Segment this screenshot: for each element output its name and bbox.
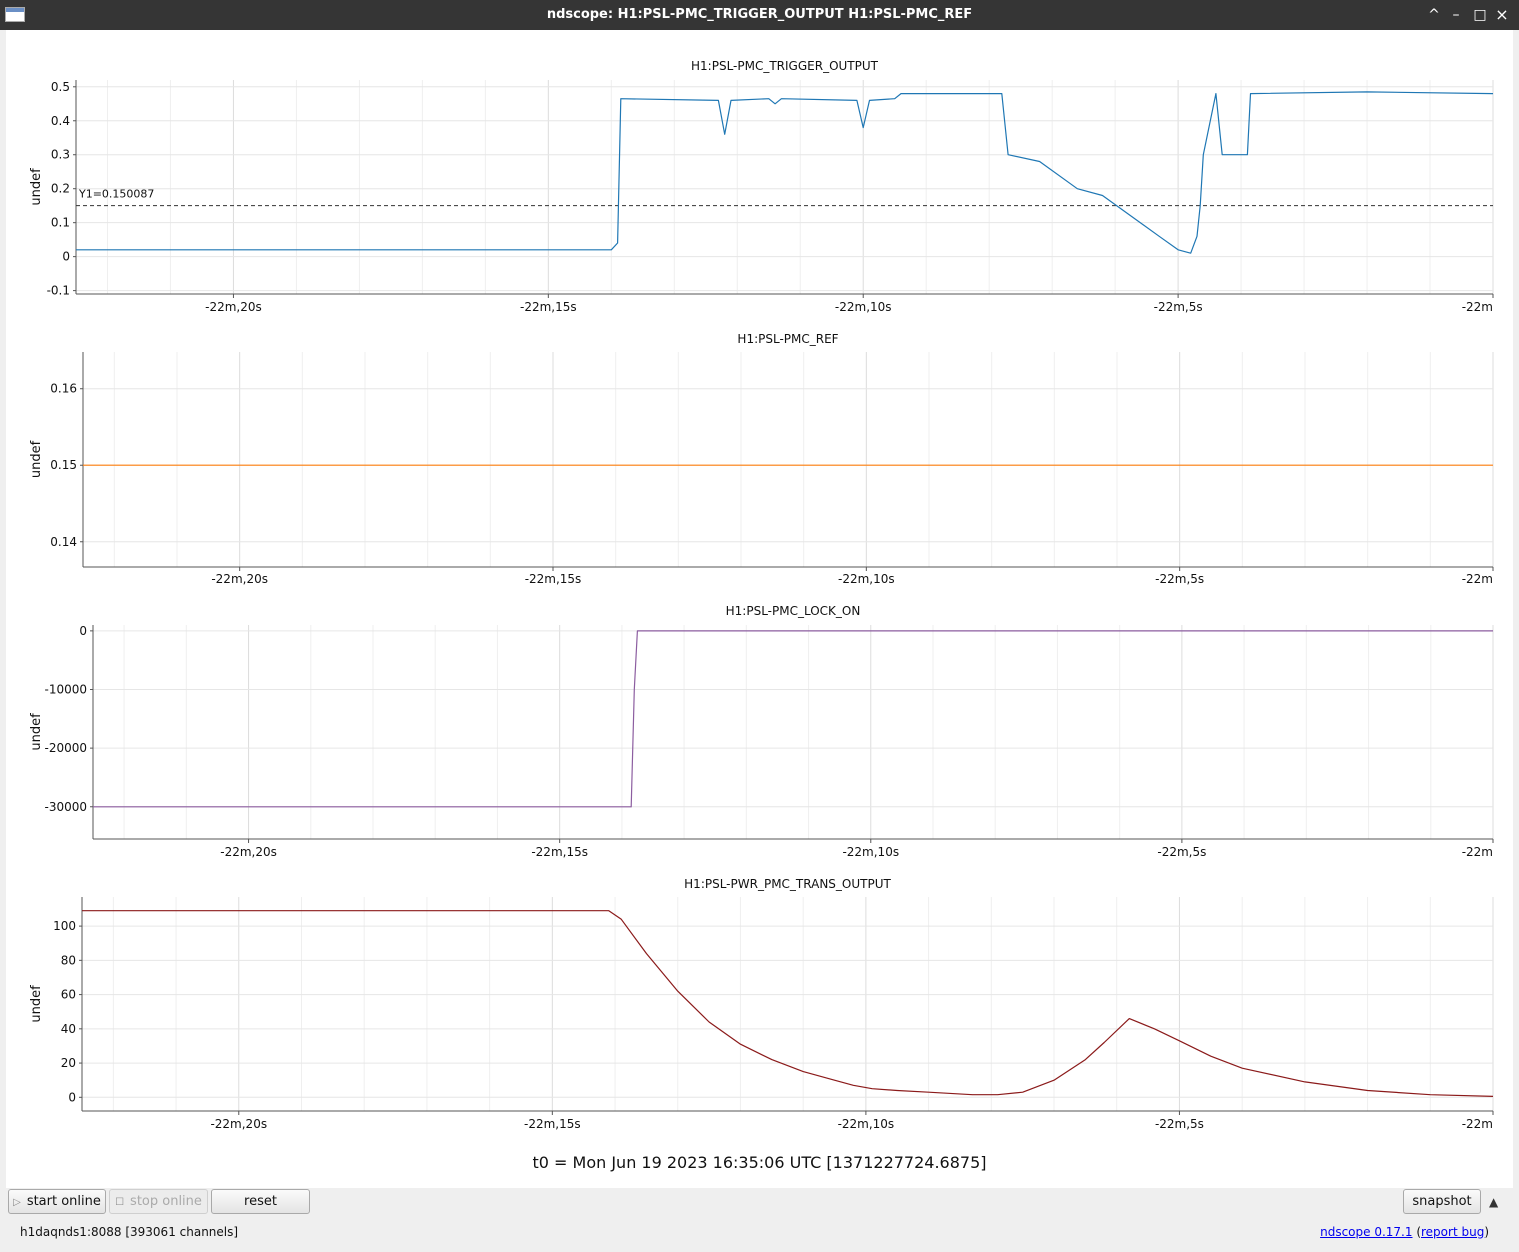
y-tick-label: 0.4 bbox=[51, 114, 70, 128]
x-tick-label: -22m,10s bbox=[838, 1117, 895, 1131]
y-tick-label: -30000 bbox=[44, 800, 87, 814]
x-tick-label: -22m,15s bbox=[531, 845, 588, 859]
plot-title: H1:PSL-PMC_REF bbox=[737, 332, 838, 346]
series-line bbox=[82, 910, 1494, 1097]
x-tick-label: -22m,10s bbox=[842, 845, 899, 859]
x-tick-label: -22m,15s bbox=[524, 1117, 581, 1131]
y-axis-label: undef bbox=[29, 713, 44, 751]
y-axis-label: undef bbox=[29, 168, 44, 206]
close-icon[interactable]: × bbox=[1495, 5, 1509, 24]
y-tick-label: -20000 bbox=[44, 741, 87, 755]
start-online-label: start online bbox=[26, 1194, 101, 1209]
server-status: h1daqnds1:8088 [393061 channels] bbox=[20, 1225, 239, 1239]
x-tick-label: -22m,5s bbox=[1154, 300, 1203, 314]
x-tick-label: -22m bbox=[1462, 572, 1493, 586]
y-tick-label: 0.14 bbox=[50, 535, 77, 549]
version-link[interactable]: ndscope 0.17.1 bbox=[1320, 1225, 1413, 1239]
y-axis-label: undef bbox=[29, 440, 44, 478]
series-line bbox=[76, 91, 1494, 254]
y-tick-label: 60 bbox=[61, 988, 76, 1002]
stop-online-button[interactable]: ☐ stop online bbox=[109, 1189, 208, 1214]
app-icon bbox=[5, 7, 25, 22]
x-tick-label: -22m,20s bbox=[205, 300, 262, 314]
expand-arrow-icon[interactable]: ▲ bbox=[1489, 1195, 1499, 1209]
y-tick-label: 0.16 bbox=[50, 382, 77, 396]
y-tick-label: 100 bbox=[53, 919, 76, 933]
stop-online-label: stop online bbox=[130, 1194, 202, 1209]
y-tick-label: 0.3 bbox=[51, 148, 70, 162]
status-bar: h1daqnds1:8088 [393061 channels] ndscope… bbox=[0, 1219, 1519, 1252]
play-icon: ▷ bbox=[13, 1197, 21, 1208]
plot-title: H1:PSL-PMC_TRIGGER_OUTPUT bbox=[691, 59, 879, 73]
maximize-icon[interactable]: □ bbox=[1473, 7, 1487, 23]
title-bar: ndscope: H1:PSL-PMC_TRIGGER_OUTPUT H1:PS… bbox=[0, 0, 1519, 30]
x-tick-label: -22m,5s bbox=[1155, 572, 1204, 586]
x-tick-label: -22m,20s bbox=[210, 1117, 267, 1131]
y-tick-label: 0 bbox=[79, 624, 87, 638]
y-tick-label: 40 bbox=[61, 1022, 76, 1036]
shade-icon[interactable]: ^ bbox=[1428, 7, 1440, 23]
y-tick-label: 0.5 bbox=[51, 80, 70, 94]
y-tick-label: 0 bbox=[68, 1090, 76, 1104]
reset-button[interactable]: reset bbox=[211, 1189, 310, 1214]
y-tick-label: 20 bbox=[61, 1056, 76, 1070]
paren-close: ) bbox=[1484, 1225, 1489, 1239]
y-tick-label: -10000 bbox=[44, 682, 87, 696]
y-tick-label: 0.1 bbox=[51, 216, 70, 230]
stop-icon: ☐ bbox=[115, 1197, 125, 1208]
y-cursor-label: Y1=0.150087 bbox=[78, 188, 154, 201]
y-tick-label: 0 bbox=[62, 250, 70, 264]
t0-label: t0 = Mon Jun 19 2023 16:35:06 UTC [13712… bbox=[532, 1153, 987, 1172]
x-tick-label: -22m,5s bbox=[1155, 1117, 1204, 1131]
series-line bbox=[93, 630, 1493, 808]
snapshot-button[interactable]: snapshot bbox=[1403, 1189, 1481, 1214]
x-tick-label: -22m,15s bbox=[520, 300, 577, 314]
x-tick-label: -22m bbox=[1462, 300, 1493, 314]
y-tick-label: 0.2 bbox=[51, 182, 70, 196]
x-tick-label: -22m,20s bbox=[211, 572, 268, 586]
version-info: ndscope 0.17.1 (report bug) bbox=[1320, 1225, 1489, 1239]
x-tick-label: -22m,10s bbox=[838, 572, 895, 586]
x-tick-label: -22m,20s bbox=[220, 845, 277, 859]
minimize-icon[interactable]: – bbox=[1452, 7, 1460, 23]
y-tick-label: 0.15 bbox=[50, 458, 77, 472]
y-tick-label: 80 bbox=[61, 953, 76, 967]
plot-title: H1:PSL-PWR_PMC_TRANS_OUTPUT bbox=[684, 877, 891, 891]
x-tick-label: -22m,15s bbox=[525, 572, 582, 586]
window-title: ndscope: H1:PSL-PMC_TRIGGER_OUTPUT H1:PS… bbox=[546, 7, 973, 22]
y-tick-label: -0.1 bbox=[47, 284, 70, 298]
plot-title: H1:PSL-PMC_LOCK_ON bbox=[726, 604, 861, 618]
start-online-button[interactable]: ▷ start online bbox=[8, 1189, 106, 1214]
report-bug-link[interactable]: report bug bbox=[1421, 1225, 1485, 1239]
x-tick-label: -22m bbox=[1462, 845, 1493, 859]
paren-open: ( bbox=[1412, 1225, 1421, 1239]
y-axis-label: undef bbox=[29, 985, 44, 1023]
x-tick-label: -22m bbox=[1462, 1117, 1493, 1131]
x-tick-label: -22m,5s bbox=[1157, 845, 1206, 859]
x-tick-label: -22m,10s bbox=[835, 300, 892, 314]
